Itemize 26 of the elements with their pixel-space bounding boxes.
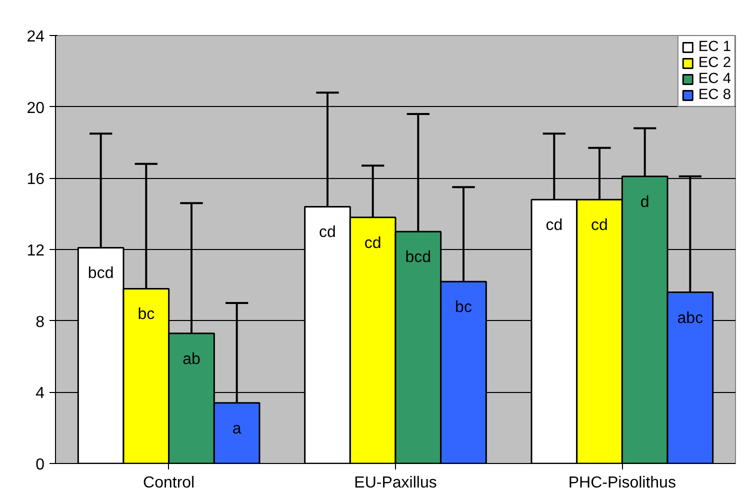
data-label: ab (182, 350, 200, 368)
data-label: cd (546, 217, 563, 234)
data-label: bcd (405, 249, 432, 266)
y-tick-label: 16 (26, 171, 45, 188)
data-label: bcd (88, 265, 114, 282)
data-label: a (232, 420, 242, 438)
y-tick-label: 20 (26, 100, 45, 117)
legend-label: EC 1 (698, 39, 731, 55)
legend-label: EC 2 (698, 55, 731, 71)
x-tick-label: PHC-Pisolithus (568, 474, 676, 492)
x-tick-label: EU-Paxillus (354, 474, 437, 492)
y-tick-label: 12 (26, 242, 45, 260)
legend-label: EC 8 (698, 87, 731, 103)
y-tick-label: 24 (26, 28, 45, 46)
legend-label: EC 4 (698, 71, 731, 87)
x-tick-label: Control (143, 474, 195, 492)
data-label: abc (677, 310, 704, 327)
y-tick-label: 8 (36, 314, 45, 331)
data-label: bc (138, 306, 155, 324)
y-tick-label: 4 (36, 385, 45, 402)
y-tick-label: 0 (36, 456, 45, 474)
data-label: bc (455, 299, 472, 316)
data-label: cd (319, 224, 336, 242)
data-label: cd (591, 217, 608, 234)
data-label: cd (364, 234, 382, 252)
data-label: d (640, 194, 650, 211)
